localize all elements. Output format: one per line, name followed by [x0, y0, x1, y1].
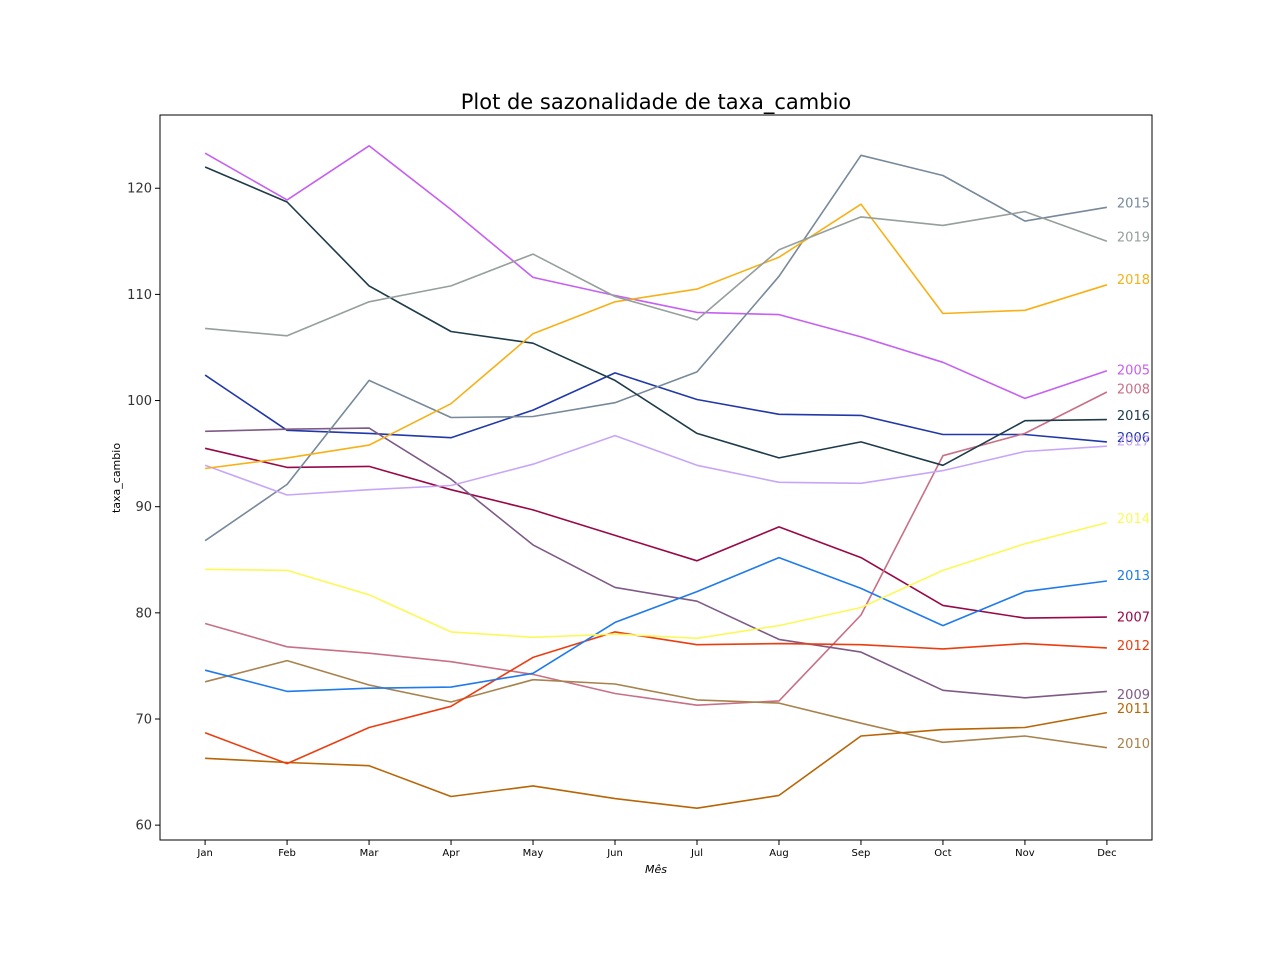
- series-label-2009: 2009: [1117, 688, 1150, 703]
- series-line-2011: [205, 711, 1108, 810]
- series-label-2014: 2014: [1117, 512, 1150, 527]
- series-line-2008: [204, 391, 1108, 707]
- series-line-2005: [204, 145, 1108, 400]
- series-label-2005: 2005: [1117, 363, 1150, 378]
- y-axis-label: taxa_cambio: [110, 443, 123, 513]
- y-tick-label: 100: [127, 394, 152, 409]
- series-line-2010: [204, 659, 1108, 749]
- x-tick-label: Jul: [690, 848, 703, 859]
- series-line-2018: [204, 203, 1108, 470]
- series-label-2012: 2012: [1117, 639, 1150, 654]
- series-label-2018: 2018: [1117, 273, 1150, 288]
- y-tick-label: 90: [135, 500, 152, 515]
- series-line-2007: [204, 447, 1107, 619]
- plot-area-frame: [159, 114, 1153, 841]
- series-label-2006: 2006: [1117, 431, 1150, 446]
- x-tick-label: Apr: [442, 848, 460, 859]
- series-line-2019: [205, 210, 1108, 337]
- x-tick-label: Sep: [852, 848, 871, 859]
- axis-ticks: Jan Feb Mar Apr May Jun Jul Aug Sep Oct Nov Dec 60 70…: [127, 182, 1116, 859]
- y-tick-label: 80: [135, 606, 152, 621]
- series-label-2016: 2016: [1117, 409, 1150, 424]
- x-tick-label: Jun: [606, 848, 623, 859]
- y-tick-label: 110: [127, 288, 152, 303]
- series-line-2016: [204, 166, 1107, 467]
- y-tick-label: 60: [135, 819, 152, 834]
- series-line-2014: [205, 521, 1108, 640]
- series-line-2013: [204, 556, 1108, 693]
- series-label-2015: 2015: [1117, 197, 1150, 212]
- series-line-2015: [204, 154, 1108, 542]
- y-tick-label: 120: [127, 182, 152, 197]
- x-tick-label: May: [523, 848, 544, 859]
- x-tick-label: Aug: [769, 848, 789, 859]
- x-tick-label: Dec: [1097, 848, 1116, 859]
- x-tick-label: Mar: [360, 848, 380, 859]
- series-end-labels: 2005 2006 2007 2008 2009 2010 2011 2012 2013 2014…: [1117, 197, 1150, 752]
- series-label-2008: 2008: [1117, 382, 1150, 397]
- x-axis-label: Mês: [645, 863, 667, 876]
- x-tick-label: Feb: [278, 848, 296, 859]
- series-label-2011: 2011: [1117, 702, 1150, 717]
- y-tick-label: 70: [135, 712, 152, 727]
- series-label-2017: 2017: [1117, 434, 1150, 449]
- series-line-2017: [204, 434, 1107, 496]
- series-line-2012: [204, 631, 1107, 765]
- series-label-2019: 2019: [1117, 231, 1150, 246]
- x-tick-label: Nov: [1015, 848, 1035, 859]
- series-label-2007: 2007: [1117, 611, 1150, 626]
- series-line-2006: [204, 372, 1107, 443]
- chart-title: Plot de sazonalidade de taxa_cambio: [461, 90, 852, 115]
- series-line-2009: [205, 427, 1107, 699]
- x-tick-label: Oct: [934, 848, 951, 859]
- series-label-2013: 2013: [1117, 569, 1150, 584]
- series-label-2010: 2010: [1117, 737, 1150, 752]
- x-tick-label: Jan: [196, 848, 212, 859]
- series-lines: [204, 145, 1108, 810]
